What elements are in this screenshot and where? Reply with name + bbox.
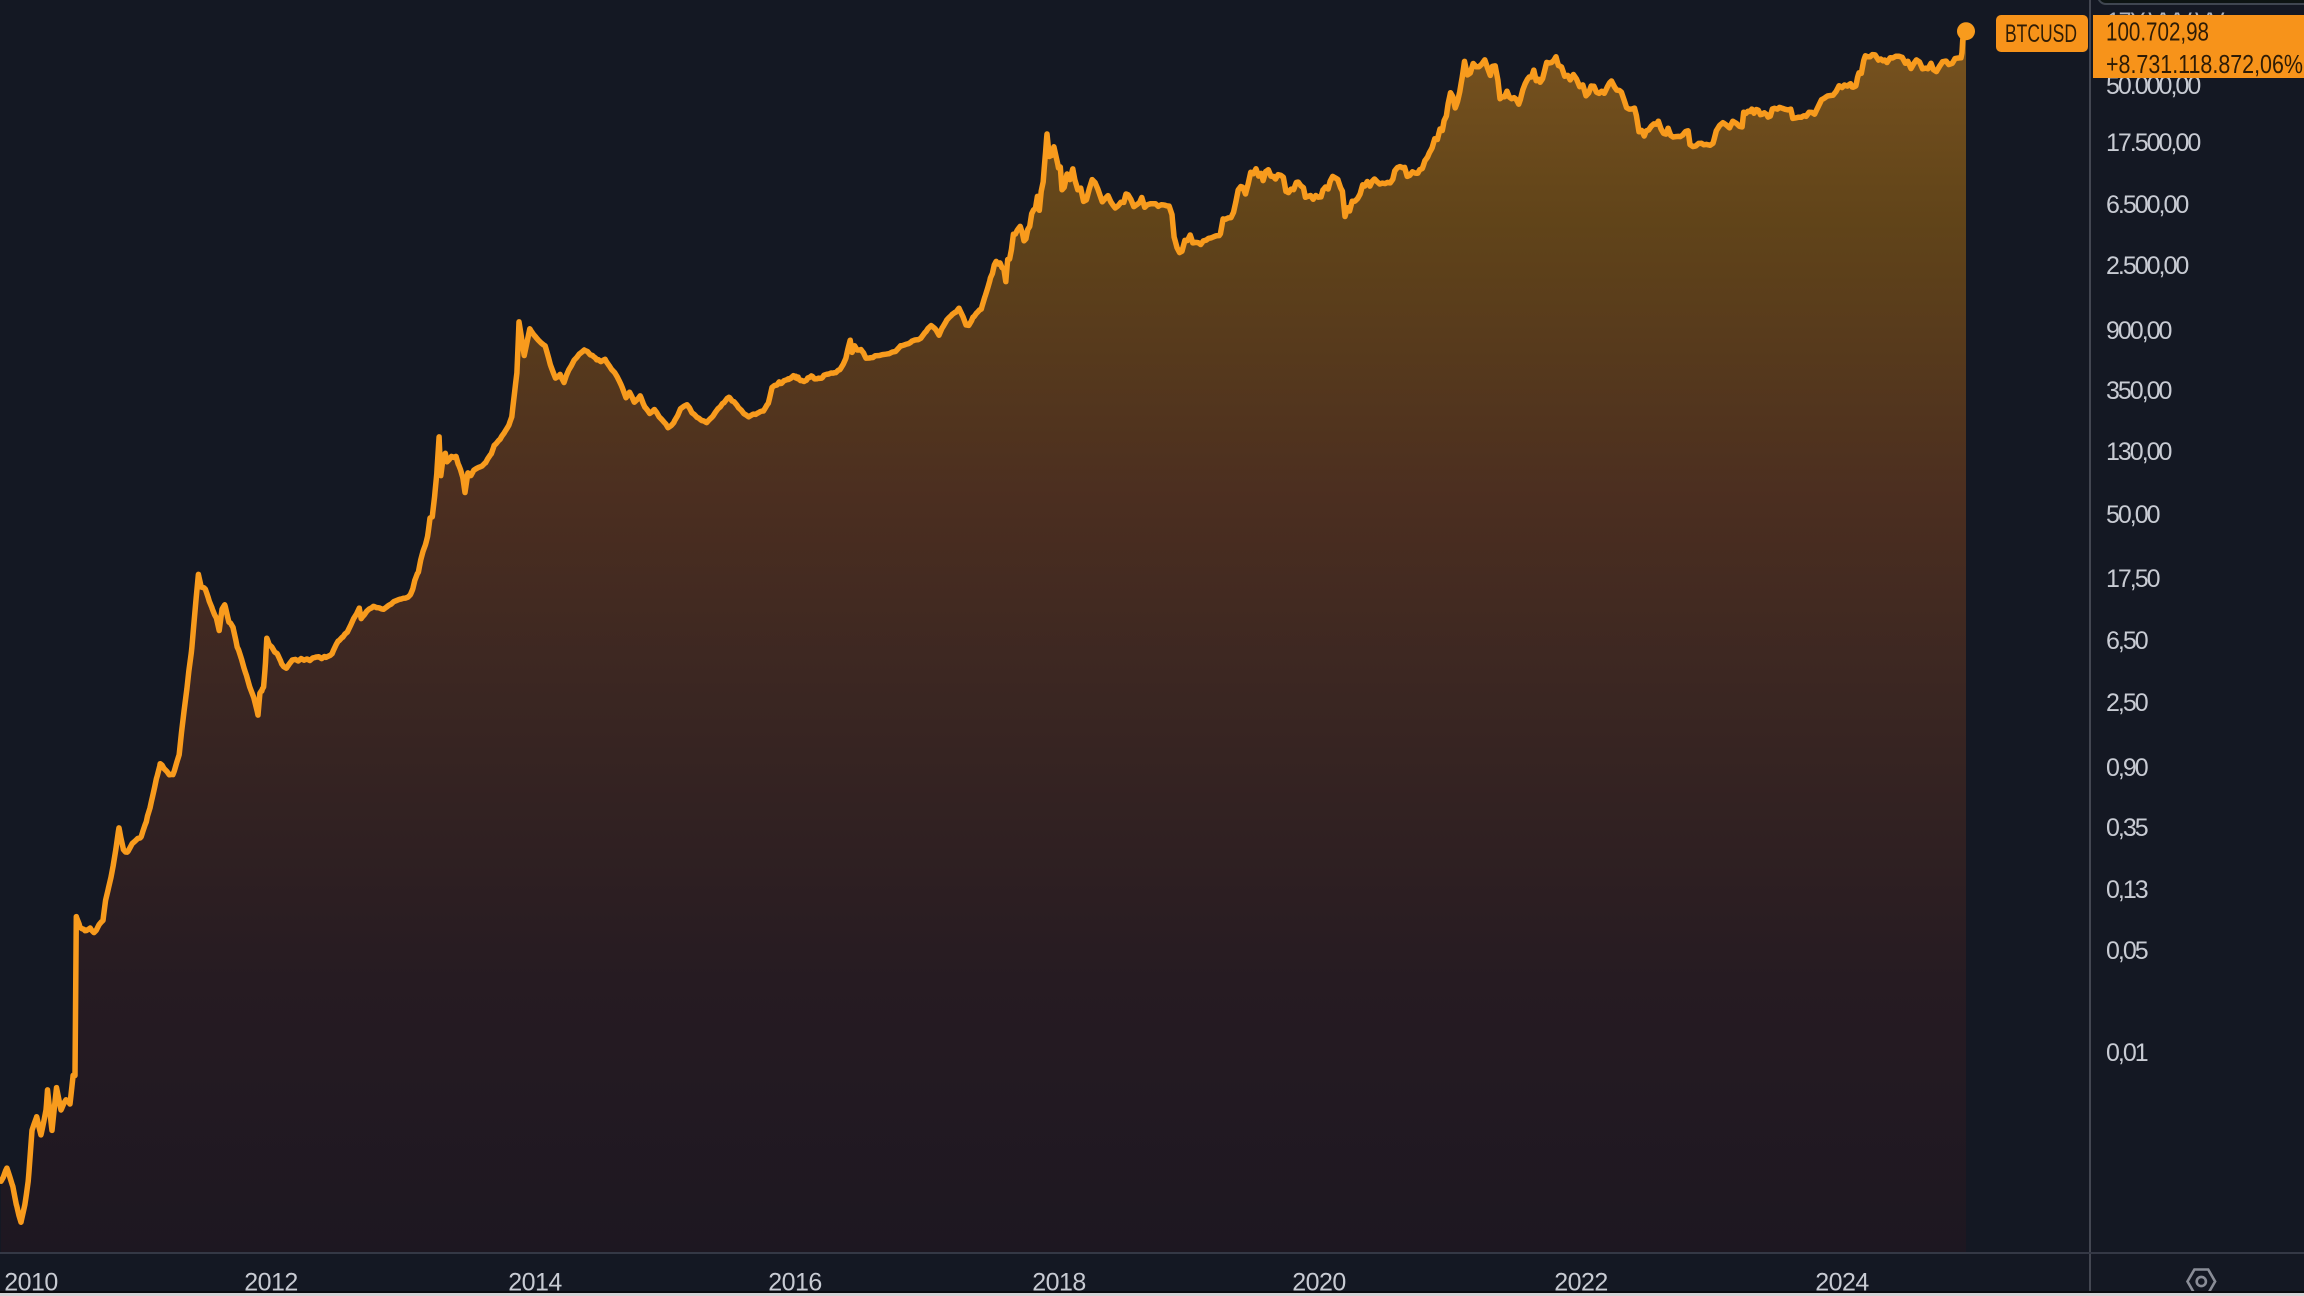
svg-text:17,50: 17,50 [2106, 565, 2160, 593]
svg-text:BTCUSD: BTCUSD [2005, 20, 2077, 48]
svg-text:6.500,00: 6.500,00 [2106, 191, 2188, 219]
svg-text:0,05: 0,05 [2106, 937, 2148, 965]
svg-text:0,01: 0,01 [2106, 1039, 2148, 1067]
svg-text:6,50: 6,50 [2106, 627, 2148, 655]
svg-text:2.500,00: 2.500,00 [2106, 252, 2188, 280]
svg-text:130,00: 130,00 [2106, 438, 2172, 466]
svg-text:900,00: 900,00 [2106, 317, 2172, 345]
svg-text:+8.731.118.872,06%: +8.731.118.872,06% [2106, 49, 2303, 79]
svg-text:350,00: 350,00 [2106, 377, 2172, 405]
svg-text:0,90: 0,90 [2106, 754, 2148, 782]
svg-text:17.500,00: 17.500,00 [2106, 129, 2200, 157]
svg-text:100.702,98: 100.702,98 [2106, 17, 2209, 47]
svg-text:0,35: 0,35 [2106, 814, 2148, 842]
svg-text:0,13: 0,13 [2106, 876, 2148, 904]
svg-text:50,00: 50,00 [2106, 501, 2160, 529]
svg-text:2,50: 2,50 [2106, 689, 2148, 717]
